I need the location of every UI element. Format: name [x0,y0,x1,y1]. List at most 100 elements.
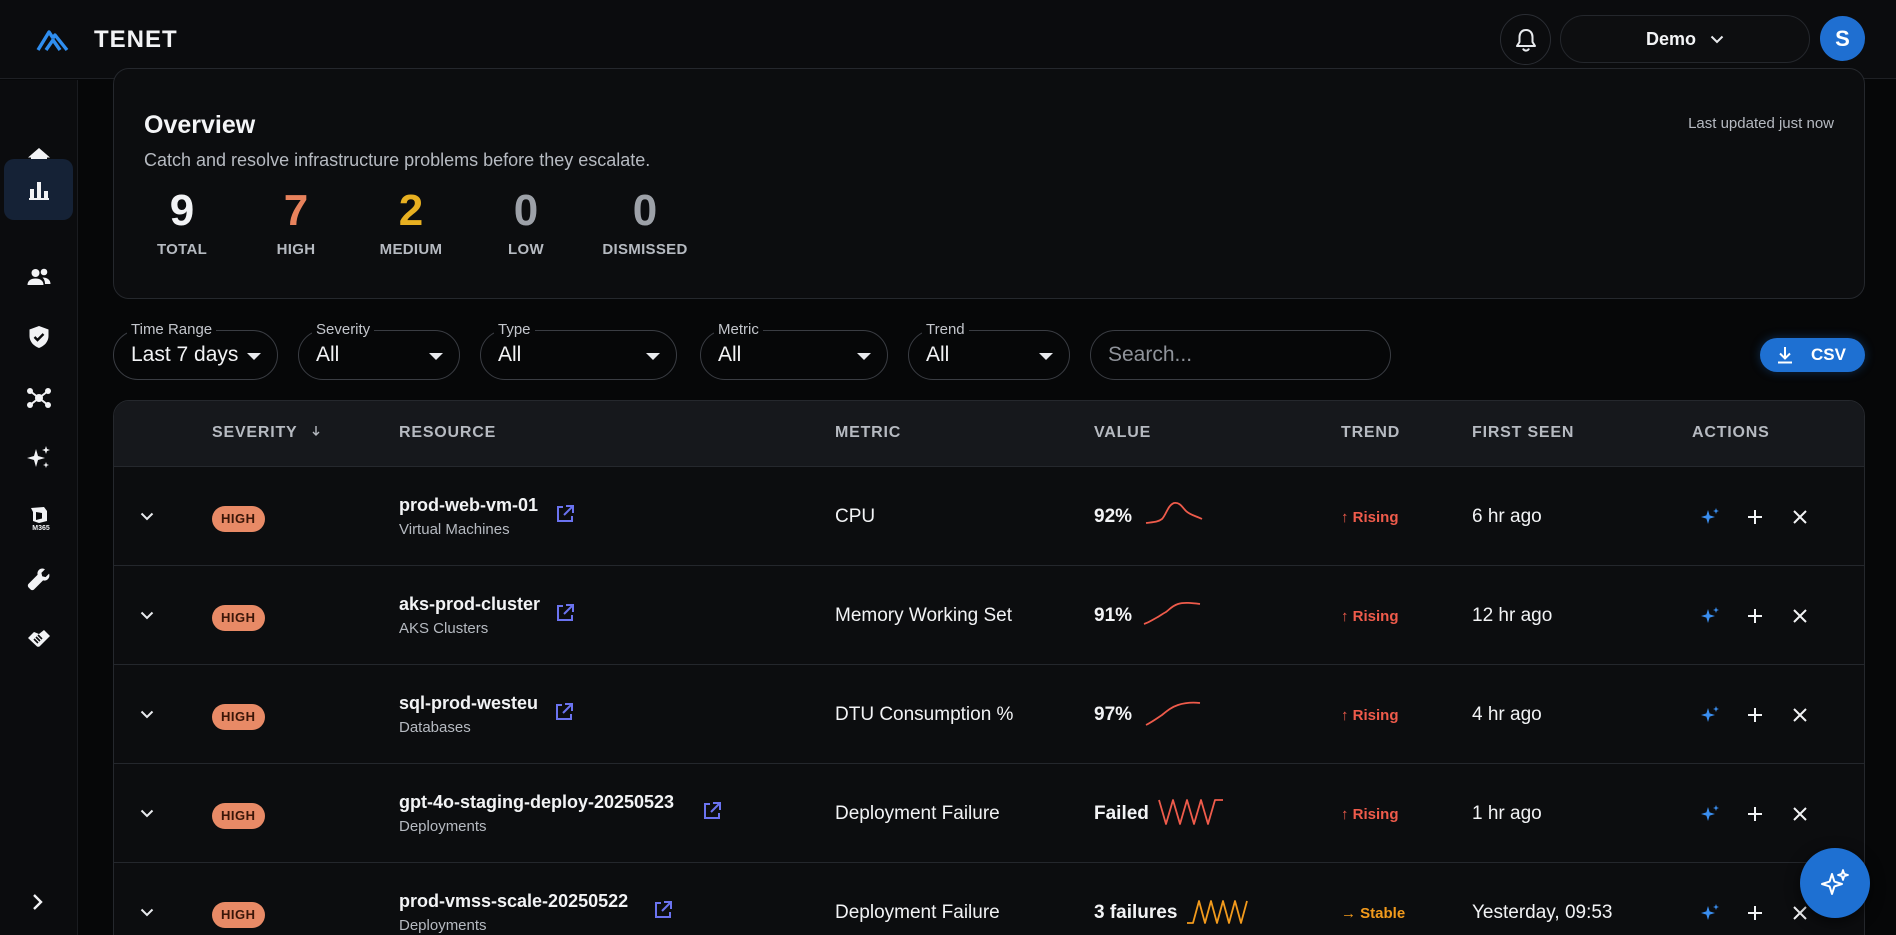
sparkles-icon [1701,706,1719,722]
metric-value: 91% [1094,605,1133,626]
expand-row-button[interactable] [136,802,158,824]
download-icon [1778,347,1792,364]
stat-high-value: 7 [283,186,309,235]
stat-dismissed-value: 0 [632,186,658,235]
plus-icon [1748,609,1762,623]
first-seen: Yesterday, 09:53 [1472,902,1613,923]
severity-badge: HIGH [212,605,265,631]
dismiss-button[interactable] [1788,901,1812,925]
metric-value: 3 failures [1094,902,1178,923]
trend-filter[interactable]: Trend All [908,321,1070,380]
dismiss-button[interactable] [1788,505,1812,529]
org-name: Demo [1645,28,1696,49]
sparkline [1145,701,1201,726]
column-first-seen: FIRST SEEN [1472,424,1575,441]
sparkline [1143,601,1201,625]
add-button[interactable] [1743,802,1767,826]
notifications-button[interactable] [1500,14,1551,65]
overview-title: Overview [144,111,256,139]
ai-analyze-button[interactable] [1698,901,1722,925]
external-link-icon[interactable] [554,602,576,624]
wrench-icon [27,568,49,591]
chevron-down-icon [140,611,154,619]
column-severity[interactable]: SEVERITY [212,424,321,442]
ai-analyze-button[interactable] [1698,802,1722,826]
expand-row-button[interactable] [136,901,158,923]
stat-low-label: LOW [508,241,544,259]
chevron-down-icon [140,512,154,520]
metric-name: Deployment Failure [835,803,1000,824]
network-icon [26,388,51,408]
top-bar: TENET Demo S [0,0,1896,79]
resource-name[interactable]: prod-web-vm-01 [399,495,539,515]
sidebar-item-users[interactable] [4,248,73,306]
table-row[interactable]: HIGH aks-prod-cluster AKS Clusters Memor… [114,566,1864,665]
ai-analyze-button[interactable] [1698,703,1722,727]
search-field[interactable] [1090,330,1391,380]
external-link-icon[interactable] [553,701,575,723]
resource-type: Deployments [399,917,487,934]
table-row[interactable]: HIGH gpt-4o-staging-deploy-20250523 Depl… [114,764,1864,863]
column-actions: ACTIONS [1692,424,1770,441]
metric-filter[interactable]: Metric All [700,321,888,380]
column-resource: RESOURCE [399,424,497,441]
resource-name[interactable]: sql-prod-westeu [399,693,539,713]
trend-indicator: ↑ Rising [1341,707,1399,724]
add-button[interactable] [1743,604,1767,628]
sidebar-item-partners[interactable] [4,609,73,667]
time-range-filter[interactable]: Time Range Last 7 days [113,321,278,380]
user-avatar[interactable]: S [1820,16,1865,61]
sidebar-expand-button[interactable] [24,888,52,916]
external-link-icon[interactable] [701,800,723,822]
close-icon [1793,510,1807,524]
add-button[interactable] [1743,901,1767,925]
sparkles-icon [26,446,50,468]
column-metric: METRIC [835,424,902,441]
external-link-icon[interactable] [554,503,576,525]
ai-assistant-button[interactable] [1800,848,1870,918]
severity-filter[interactable]: Severity All [298,321,460,380]
sidebar-item-m365[interactable]: M365 [4,489,73,547]
expand-row-button[interactable] [136,505,158,527]
search-input[interactable] [1091,331,1390,379]
resource-name[interactable]: aks-prod-cluster [399,594,541,614]
sparkline [1158,799,1223,825]
stat-high: 7 HIGH [236,186,356,259]
expand-row-button[interactable] [136,703,158,725]
external-link-icon[interactable] [652,899,674,921]
table-row[interactable]: HIGH prod-web-vm-01 Virtual Machines CPU… [114,467,1864,566]
resource-type: AKS Clusters [399,620,489,637]
table-row[interactable]: HIGH prod-vmss-scale-20250522 Deployment… [114,863,1864,935]
sidebar-item-analytics[interactable] [4,159,73,220]
table-row[interactable]: HIGH sql-prod-westeu Databases DTU Consu… [114,665,1864,764]
sidebar-item-ai[interactable] [4,429,73,487]
ai-analyze-button[interactable] [1698,505,1722,529]
dismiss-button[interactable] [1788,703,1812,727]
expand-row-button[interactable] [136,604,158,626]
org-selector[interactable]: Demo [1560,15,1810,63]
sidebar-item-security[interactable] [4,308,73,366]
m365-caption: M365 [32,525,50,532]
add-button[interactable] [1743,703,1767,727]
export-csv-button[interactable]: CSV [1760,338,1865,372]
stat-total-value: 9 [169,186,195,235]
sidebar-item-tools[interactable] [4,550,73,608]
dismiss-button[interactable] [1788,802,1812,826]
sparkles-icon [1701,904,1719,920]
app-logo[interactable]: TENET [36,26,178,54]
stat-high-label: HIGH [276,241,316,259]
close-icon [1793,609,1807,623]
add-button[interactable] [1743,505,1767,529]
severity-badge: HIGH [212,506,265,532]
type-filter[interactable]: Type All [480,321,677,380]
resource-name[interactable]: gpt-4o-staging-deploy-20250523 [399,792,675,812]
close-icon [1793,807,1807,821]
stat-total-label: TOTAL [156,241,208,259]
resource-name[interactable]: prod-vmss-scale-20250522 [399,891,629,911]
export-csv-label: CSV [1811,345,1846,364]
ai-analyze-button[interactable] [1698,604,1722,628]
sidebar-item-topology[interactable] [4,369,73,427]
last-updated: Last updated just now [1688,115,1834,132]
dismiss-button[interactable] [1788,604,1812,628]
first-seen: 4 hr ago [1472,704,1542,725]
